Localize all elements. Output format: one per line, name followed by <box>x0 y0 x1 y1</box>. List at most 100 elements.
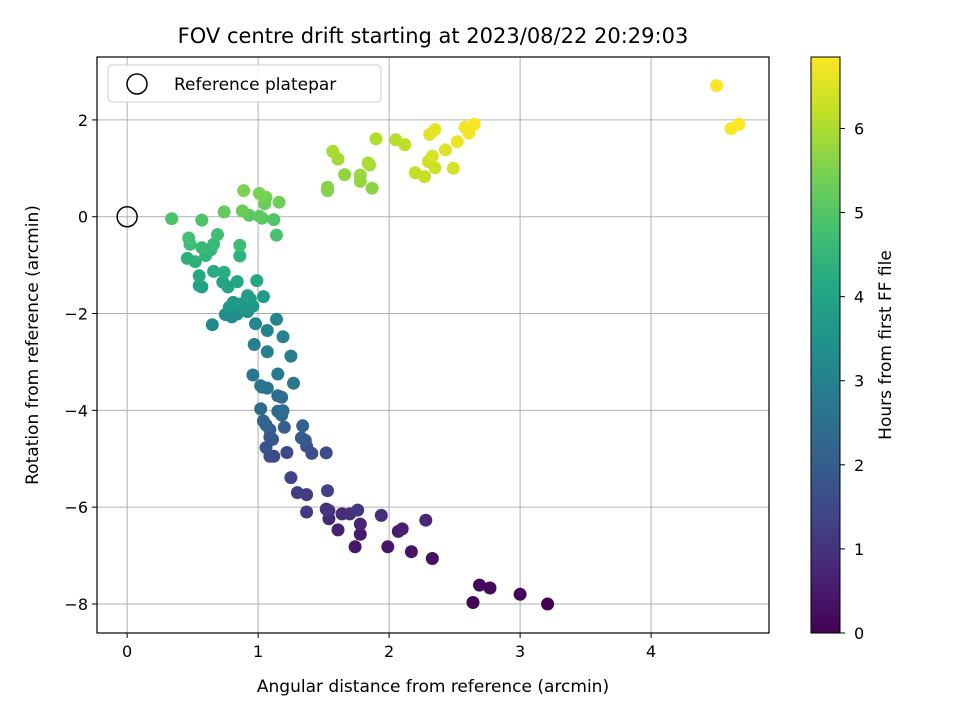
x-tick-label: 3 <box>515 642 525 661</box>
data-point <box>374 508 388 522</box>
data-point <box>287 376 300 390</box>
data-point <box>211 228 224 242</box>
x-axis-ticks: 0 1 2 3 4 <box>122 633 656 661</box>
data-point <box>353 168 367 182</box>
plot-area-frame <box>96 56 770 634</box>
data-point <box>182 231 196 245</box>
data-point <box>418 170 431 184</box>
data-point <box>395 522 409 536</box>
y-tick-label: −2 <box>64 305 88 324</box>
data-point <box>237 184 251 198</box>
data-point <box>322 504 336 517</box>
data-point <box>724 122 738 136</box>
colorbar-tick-label: 6 <box>854 119 864 138</box>
data-point <box>438 143 452 157</box>
data-points <box>116 79 746 611</box>
colorbar-tick-label: 0 <box>854 624 864 643</box>
data-point <box>216 275 230 289</box>
data-point <box>300 505 314 519</box>
y-tick-label: 2 <box>78 111 88 130</box>
reference-point-marker <box>116 205 138 228</box>
data-point <box>277 420 291 434</box>
data-point <box>230 275 244 289</box>
data-point <box>513 587 527 601</box>
y-tick-label: −8 <box>64 595 88 614</box>
data-point <box>246 368 260 382</box>
data-point <box>365 181 379 195</box>
data-point <box>338 168 352 182</box>
y-tick-label: 0 <box>78 208 88 227</box>
data-point <box>467 117 481 131</box>
colorbar <box>810 56 841 634</box>
data-point <box>217 205 231 219</box>
data-point <box>348 540 362 554</box>
data-point <box>247 338 261 351</box>
data-point <box>321 180 334 194</box>
data-point <box>450 135 464 149</box>
data-point <box>353 527 367 541</box>
x-tick-label: 1 <box>253 642 263 661</box>
data-point <box>254 402 268 416</box>
data-point <box>369 132 383 146</box>
data-point <box>321 484 334 498</box>
data-point <box>254 379 268 393</box>
legend-marker-open-circle <box>126 73 148 95</box>
legend: Reference platepar <box>107 64 382 103</box>
data-point <box>271 367 285 381</box>
data-point <box>256 290 270 304</box>
data-point <box>404 545 418 559</box>
data-point <box>256 414 270 428</box>
data-point <box>361 156 375 170</box>
x-tick-label: 4 <box>646 642 656 661</box>
data-point <box>419 513 433 527</box>
colorbar-ticks: 0 1 2 3 4 5 6 <box>840 119 864 643</box>
data-point <box>483 581 497 595</box>
data-point <box>294 431 308 445</box>
data-point <box>192 269 206 283</box>
y-axis-ticks: −8 −6 −4 −2 0 2 <box>64 111 97 614</box>
y-tick-label: −4 <box>64 401 88 420</box>
legend-entry: Reference platepar <box>174 75 336 95</box>
data-point <box>290 486 304 500</box>
data-point <box>272 195 286 209</box>
data-point <box>331 523 345 537</box>
colorbar-tick-label: 5 <box>854 204 864 223</box>
grid <box>97 57 769 633</box>
x-tick-label: 2 <box>384 642 394 661</box>
colorbar-tick-label: 2 <box>854 456 864 475</box>
data-point <box>319 446 333 460</box>
data-point <box>270 228 283 242</box>
data-point <box>249 317 262 331</box>
colorbar-tick-label: 1 <box>854 540 864 559</box>
colorbar-label: Hours from first FF file <box>876 250 896 440</box>
legend-box <box>107 64 382 103</box>
data-point <box>267 213 281 227</box>
x-tick-label: 0 <box>122 642 132 661</box>
data-point <box>235 204 249 218</box>
data-point <box>260 345 274 359</box>
chart-title: FOV centre drift starting at 2023/08/22 … <box>178 24 689 48</box>
colorbar-tick-label: 3 <box>854 372 864 391</box>
data-point <box>250 274 264 288</box>
data-point <box>466 596 480 609</box>
data-point <box>381 540 395 554</box>
data-point <box>233 238 247 252</box>
data-point <box>195 213 209 227</box>
data-point <box>188 255 202 269</box>
data-point <box>473 578 486 592</box>
data-point <box>428 123 442 137</box>
data-point <box>276 330 290 344</box>
data-point <box>541 597 555 611</box>
data-point <box>192 279 206 292</box>
data-point <box>252 187 266 200</box>
data-point <box>710 79 724 93</box>
data-point <box>207 264 221 278</box>
data-point <box>280 446 294 459</box>
data-point <box>195 241 209 255</box>
data-point <box>296 419 310 433</box>
colorbar-tick-label: 4 <box>854 288 864 307</box>
data-point <box>276 404 290 418</box>
x-axis-label: Angular distance from reference (arcmin) <box>257 677 609 697</box>
data-point <box>284 471 298 485</box>
